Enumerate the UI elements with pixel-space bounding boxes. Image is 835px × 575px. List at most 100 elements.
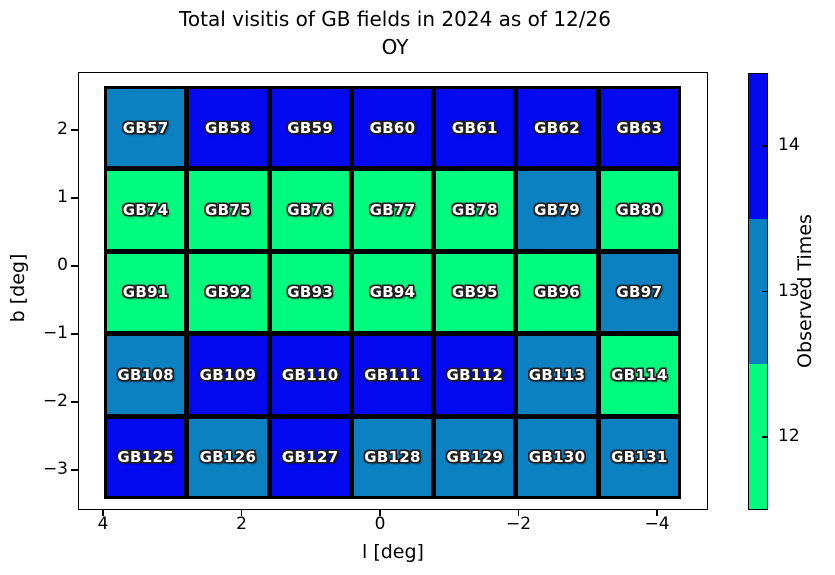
field-cell-label: GB93 (287, 283, 334, 302)
colorbar-segment-12 (749, 364, 767, 509)
y-tick-label: 0 (57, 255, 68, 275)
x-tick-label: −4 (644, 514, 670, 534)
field-cell-GB79: GB79 (518, 171, 596, 249)
field-cell-GB60: GB60 (353, 89, 432, 167)
field-cell-GB61: GB61 (436, 89, 514, 167)
y-tick-label: 1 (57, 187, 68, 207)
field-cell-label: GB63 (616, 118, 663, 137)
colorbar-tick-mark (762, 436, 768, 438)
field-cell-GB94: GB94 (353, 253, 432, 332)
field-cell-GB76: GB76 (271, 171, 349, 249)
field-cell-label: GB126 (199, 448, 257, 467)
field-cell-GB126: GB126 (189, 418, 267, 496)
x-tick-mark (379, 509, 381, 516)
chart-title: Total visitis of GB fields in 2024 as of… (179, 7, 611, 31)
field-cell-label: GB97 (616, 283, 663, 302)
field-cell-GB59: GB59 (271, 89, 349, 167)
field-cell-label: GB62 (534, 118, 580, 137)
field-cell-GB128: GB128 (353, 418, 432, 496)
x-axis-label: l [deg] (362, 541, 424, 563)
field-cell-label: GB75 (205, 201, 251, 220)
y-axis-label: b [deg] (7, 253, 29, 323)
y-tick-mark (71, 129, 78, 131)
colorbar-tick-label: 13 (778, 280, 800, 301)
x-tick-label: 0 (374, 514, 386, 534)
field-cell-label: GB74 (122, 201, 169, 220)
field-grid: GB57 GB58 GB59 GB60 GB61 GB62 GB63 GB74 GB75 GB76… (104, 86, 681, 499)
colorbar-tick-label: 12 (778, 426, 800, 447)
x-tick-mark (656, 509, 658, 516)
colorbar-tick-label: 14 (778, 134, 800, 155)
field-cell-label: GB109 (199, 365, 257, 384)
field-cell-GB110: GB110 (271, 336, 349, 414)
field-cell-label: GB110 (281, 365, 339, 384)
field-cell-label: GB60 (369, 118, 416, 137)
x-tick-label: −2 (505, 514, 532, 534)
field-cell-label: GB94 (369, 283, 416, 302)
field-cell-GB111: GB111 (353, 336, 432, 414)
y-tick-mark (71, 265, 78, 267)
field-cell-label: GB80 (616, 201, 663, 220)
field-cell-label: GB113 (528, 365, 586, 384)
field-cell-label: GB127 (281, 448, 339, 467)
field-cell-GB129: GB129 (436, 418, 514, 496)
field-cell-GB58: GB58 (189, 89, 267, 167)
y-tick-label: −3 (42, 459, 68, 479)
field-cell-label: GB111 (364, 365, 421, 384)
field-cell-label: GB128 (364, 448, 421, 467)
plot-area: GB57 GB58 GB59 GB60 GB61 GB62 GB63 GB74 GB75 GB76… (78, 72, 708, 510)
field-cell-label: GB61 (451, 118, 498, 137)
y-tick-mark (71, 333, 78, 335)
field-cell-GB80: GB80 (600, 171, 678, 249)
field-cell-label: GB58 (205, 118, 251, 137)
colorbar-tick-mark (762, 290, 768, 293)
field-cell-GB114: GB114 (600, 336, 678, 414)
field-cell-label: GB76 (287, 201, 334, 220)
field-cell-GB91: GB91 (107, 253, 185, 332)
field-cell-GB113: GB113 (518, 336, 596, 414)
field-cell-GB57: GB57 (107, 89, 185, 167)
chart-subtitle: OY (381, 35, 409, 59)
x-tick-label: 4 (97, 514, 109, 534)
field-cell-label: GB130 (528, 448, 586, 467)
y-tick-mark (71, 197, 78, 199)
field-cell-GB93: GB93 (271, 253, 349, 332)
field-cell-GB108: GB108 (107, 336, 185, 414)
field-cell-label: GB108 (117, 365, 174, 384)
field-cell-GB78: GB78 (436, 171, 514, 249)
field-cell-GB112: GB112 (436, 336, 514, 414)
field-cell-GB109: GB109 (189, 336, 267, 414)
y-tick-mark (71, 401, 78, 403)
field-cell-label: GB92 (205, 283, 251, 302)
x-tick-mark (240, 509, 243, 516)
field-cell-GB130: GB130 (518, 418, 596, 496)
field-cell-GB75: GB75 (189, 171, 267, 249)
field-cell-GB77: GB77 (353, 171, 432, 249)
field-cell-label: GB112 (446, 365, 504, 384)
field-cell-GB127: GB127 (271, 418, 349, 496)
y-tick-mark (71, 469, 78, 471)
field-cell-GB131: GB131 (600, 418, 678, 496)
field-cell-GB95: GB95 (436, 253, 514, 332)
field-cell-label: GB79 (534, 201, 580, 220)
field-cell-label: GB96 (534, 283, 580, 302)
field-cell-label: GB95 (451, 283, 498, 302)
field-cell-label: GB114 (611, 365, 668, 384)
x-tick-mark (517, 509, 520, 516)
field-cell-GB125: GB125 (107, 418, 185, 496)
x-tick-mark (102, 509, 104, 516)
field-cell-label: GB77 (369, 201, 416, 220)
y-tick-label: −1 (42, 323, 68, 343)
x-tick-label: 2 (236, 514, 247, 534)
field-cell-GB63: GB63 (600, 89, 678, 167)
field-cell-label: GB91 (122, 283, 169, 302)
field-cell-label: GB129 (446, 448, 504, 467)
field-cell-GB62: GB62 (518, 89, 596, 167)
field-cell-label: GB125 (117, 448, 174, 467)
colorbar-segment-13 (749, 219, 767, 364)
colorbar (748, 73, 768, 510)
field-cell-GB97: GB97 (600, 253, 678, 332)
colorbar-segment-14 (749, 74, 767, 219)
field-cell-label: GB78 (451, 201, 498, 220)
